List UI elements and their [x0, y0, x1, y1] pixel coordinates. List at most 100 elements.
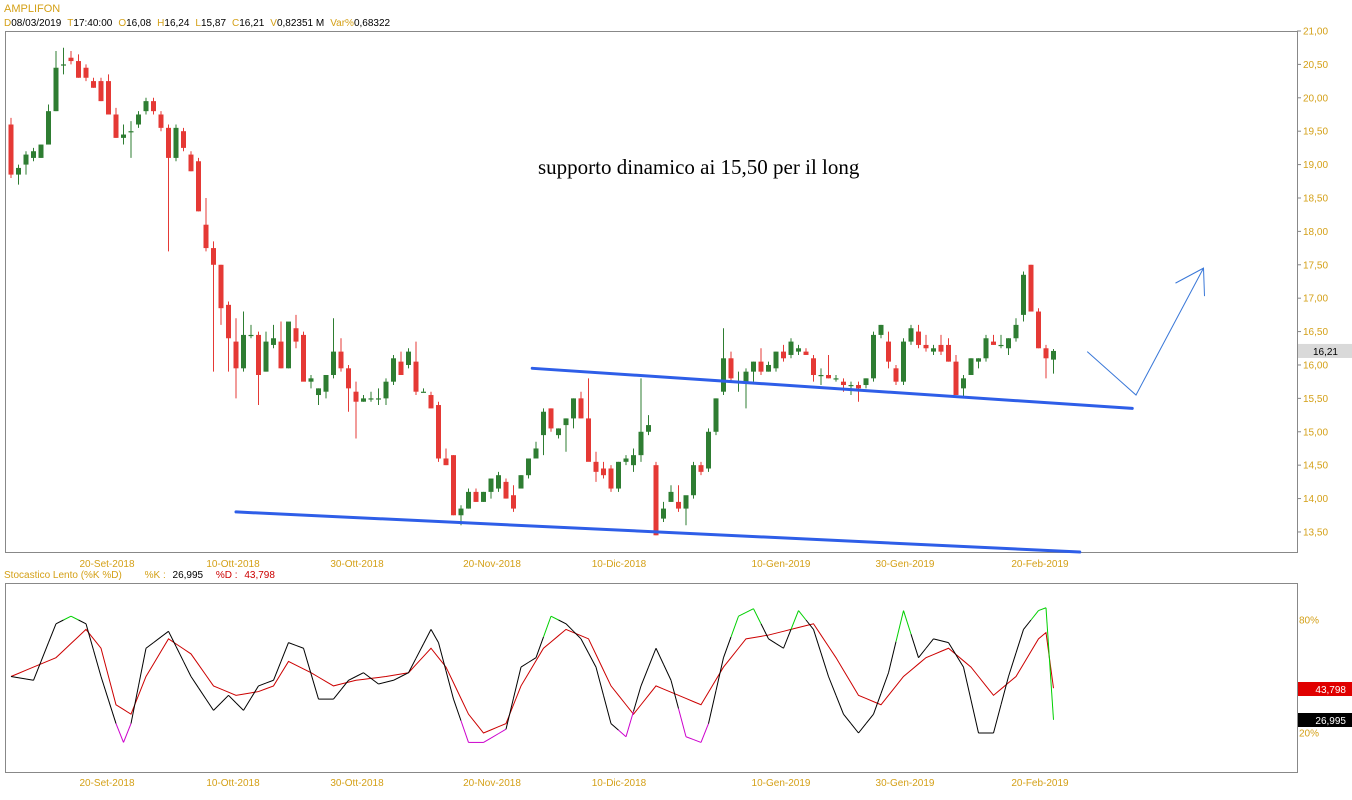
k-line-segment [40, 642, 49, 662]
k-line-segment [498, 728, 507, 735]
candle-body [248, 334, 254, 337]
k-line-segment [1038, 607, 1047, 612]
date-label: 10-Ott-2018 [206, 559, 260, 570]
k-line-segment [925, 638, 934, 649]
k-line-segment [663, 664, 672, 681]
readout-value-t: 17:40:00 [73, 18, 112, 29]
k-line-segment [243, 697, 252, 711]
candle-body [481, 491, 486, 502]
candle-body [863, 378, 869, 386]
candle-body [173, 127, 179, 158]
readout-key-d: D [4, 18, 11, 29]
candle-body [908, 328, 914, 342]
d-line [10, 623, 1054, 734]
candle-body [886, 341, 891, 362]
candle-body [1051, 350, 1056, 360]
last-price-label: 16,21 [1298, 343, 1352, 358]
k-line-segment [775, 643, 784, 649]
k-line-segment [310, 673, 319, 700]
k-line-segment [828, 676, 837, 696]
candle-body [818, 374, 824, 377]
k-line-segment [520, 661, 529, 668]
candle-body [601, 468, 606, 476]
d-value-tag: 43,798 [1315, 685, 1346, 696]
k-line-segment [258, 682, 267, 687]
k-line-segment [903, 610, 912, 635]
k-line-segment [78, 619, 87, 625]
k-line-segment [85, 623, 94, 651]
candle-body [953, 361, 959, 396]
k-line-segment [430, 629, 439, 643]
candle-body [233, 341, 239, 369]
date-label: 20-Nov-2018 [463, 778, 521, 789]
candle-body [241, 334, 246, 369]
k-line-segment [970, 699, 979, 734]
d-value-label: 43,798 [1298, 682, 1352, 696]
price-tick-label: 18,00 [1303, 227, 1328, 238]
k-line-segment [858, 723, 867, 734]
k-line-segment [745, 608, 754, 613]
date-label: 20-Nov-2018 [463, 559, 521, 570]
stochastic-title: Stocastico Lento (%K %D) %K : 26,995 %D … [4, 570, 275, 581]
price-tick-label: 21,00 [1303, 27, 1328, 38]
price-panel[interactable] [5, 31, 1298, 553]
candle-body [758, 361, 764, 372]
k-line-segment [273, 661, 282, 681]
k-line-segment [145, 642, 154, 649]
candle-body [1036, 311, 1041, 349]
candle-body [623, 458, 629, 462]
candle-body [766, 364, 771, 372]
candle-body [661, 508, 666, 519]
candle-body [503, 481, 509, 499]
k-line-segment [625, 711, 634, 737]
candle-body [998, 344, 1004, 347]
candle-body [803, 351, 809, 355]
k-line-segment [790, 610, 799, 630]
k-line-segment [678, 708, 687, 737]
candle-body [556, 428, 561, 436]
candle-body [676, 501, 681, 509]
candle-body [593, 461, 599, 472]
k-value-tag: 26,995 [1315, 716, 1346, 727]
candle-body [61, 64, 66, 66]
ohlc-readout: D08/03/2019 T17:40:00 O16,08 H16,24 L15,87 C1… [4, 18, 391, 29]
candle-body [916, 331, 921, 345]
candle-body [436, 405, 441, 459]
date-label: 10-Dic-2018 [592, 778, 647, 789]
date-label: 10-Ott-2018 [206, 778, 260, 789]
candle-body [271, 338, 276, 345]
candle-body [571, 398, 576, 419]
candle-body [563, 418, 569, 426]
candle-body [323, 374, 329, 392]
price-tick-label: 20,50 [1303, 60, 1328, 71]
date-label: 20-Set-2018 [79, 559, 134, 570]
k-line-segment [138, 648, 147, 687]
k-line-segment [123, 723, 132, 743]
k-line-segment [888, 641, 897, 673]
k-line-segment [618, 729, 627, 738]
candle-body [488, 478, 494, 492]
k-line-segment [783, 629, 792, 649]
k-line-segment [700, 723, 709, 743]
k-line-segment [648, 648, 657, 668]
stochastic-panel[interactable] [5, 583, 1298, 773]
k-line-segment [228, 694, 237, 704]
candle-body [691, 465, 696, 496]
k-line-segment [1000, 676, 1009, 705]
k-line-segment [415, 643, 424, 659]
k-line-segment [640, 666, 649, 687]
price-tick-label: 14,50 [1303, 461, 1328, 472]
k-line-segment [603, 695, 612, 724]
k-line-segment [880, 672, 889, 694]
k-line-segment [895, 610, 904, 642]
k-line-segment [528, 657, 537, 663]
readout-value-l: 15,87 [201, 18, 226, 29]
date-label: 10-Dic-2018 [592, 559, 647, 570]
candle-body [961, 378, 966, 389]
readout-value-varpct: 0,68322 [354, 18, 391, 29]
candle-body [706, 431, 711, 469]
candle-body [413, 361, 419, 392]
candle-body [16, 167, 21, 175]
candle-body [586, 418, 591, 462]
candle-body [473, 491, 479, 502]
